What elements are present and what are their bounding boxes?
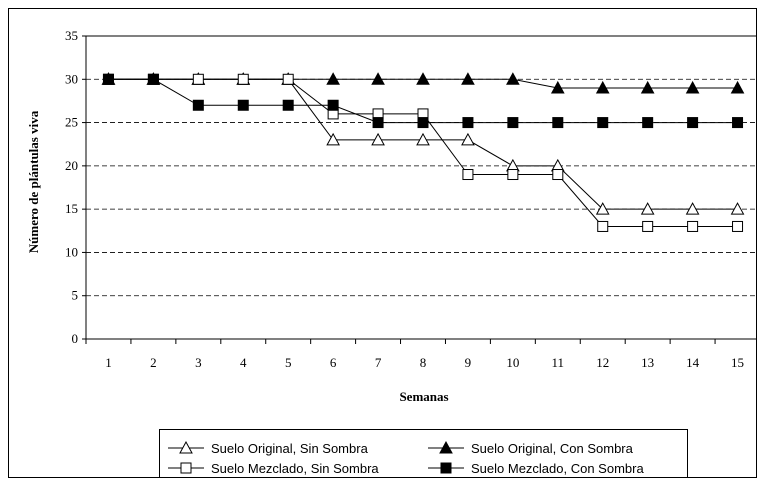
x-tick-label: 13 — [641, 355, 654, 370]
data-point-series-1 — [640, 202, 655, 215]
data-point-series-1 — [730, 202, 745, 215]
data-point-series-2 — [326, 72, 340, 85]
data-point-series-1 — [326, 132, 340, 146]
data-point-series-3 — [237, 73, 249, 85]
y-tick-label: 35 — [65, 28, 78, 43]
data-point-series-1 — [685, 202, 700, 215]
x-tick-label: 1 — [105, 355, 112, 370]
data-point-series-2 — [550, 80, 565, 94]
y-tick-label: 25 — [65, 115, 78, 130]
y-tick-label: 0 — [72, 331, 79, 346]
x-tick-label: 14 — [686, 355, 700, 370]
data-point-series-1 — [595, 202, 610, 215]
y-tick-label: 10 — [65, 244, 78, 259]
legend-label: Suelo Original, Sin Sombra — [211, 441, 369, 456]
data-point-series-1 — [371, 132, 385, 146]
data-point-series-3 — [507, 169, 519, 181]
data-point-series-4 — [282, 99, 294, 111]
y-tick-label: 5 — [72, 288, 79, 303]
legend-marker — [440, 462, 452, 474]
x-tick-label: 9 — [465, 355, 472, 370]
x-tick-label: 12 — [596, 355, 609, 370]
data-point-series-3 — [732, 220, 744, 232]
data-point-series-4 — [642, 117, 654, 129]
x-tick-label: 3 — [195, 355, 202, 370]
data-point-series-2 — [371, 72, 385, 85]
data-point-series-1 — [461, 132, 475, 146]
legend-marker — [179, 440, 193, 454]
y-tick-label: 15 — [65, 201, 78, 216]
data-point-series-4 — [417, 117, 429, 129]
data-point-series-4 — [372, 117, 384, 129]
legend-label: Suelo Mezclado, Sin Sombra — [211, 461, 379, 476]
x-tick-label: 4 — [240, 355, 247, 370]
data-point-series-4 — [327, 99, 339, 111]
legend-marker — [439, 440, 453, 454]
data-point-series-4 — [507, 117, 519, 129]
x-tick-label: 7 — [375, 355, 382, 370]
y-axis-title: Número de plántulas viva — [26, 110, 41, 253]
data-point-series-3 — [192, 73, 204, 85]
data-point-series-3 — [642, 220, 654, 232]
legend-label: Suelo Original, Con Sombra — [471, 441, 634, 456]
data-point-series-1 — [416, 132, 430, 146]
data-point-series-4 — [732, 117, 744, 129]
data-point-series-2 — [640, 80, 655, 94]
data-point-series-4 — [552, 117, 564, 129]
x-tick-label: 15 — [731, 355, 744, 370]
chart-border — [8, 8, 757, 478]
x-tick-label: 11 — [552, 355, 565, 370]
data-point-series-3 — [462, 169, 474, 181]
data-markers — [101, 72, 745, 232]
chart-frame: 0 5 10 15 20 25 30 35 1 2 3 4 5 6 7 8 9 10 11 12 13 14 15 Núme… — [8, 8, 757, 478]
data-point-series-4 — [597, 117, 609, 129]
data-point-series-4 — [102, 73, 114, 85]
y-tick-label: 30 — [65, 71, 78, 86]
x-tick-label: 2 — [150, 355, 157, 370]
data-point-series-2 — [506, 72, 520, 85]
data-point-series-3 — [552, 169, 564, 181]
x-axis-title: Semanas — [399, 389, 448, 404]
data-point-series-2 — [730, 80, 745, 94]
x-tick-label: 8 — [420, 355, 427, 370]
data-point-series-4 — [687, 117, 699, 129]
legend-marker — [180, 462, 192, 474]
data-point-series-4 — [462, 117, 474, 129]
x-tick-label: 5 — [285, 355, 292, 370]
data-point-series-4 — [192, 99, 204, 111]
legend: Suelo Original, Sin Sombra Suelo Original… — [159, 429, 688, 478]
data-point-series-2 — [416, 72, 430, 85]
data-point-series-3 — [282, 73, 294, 85]
legend-box — [159, 429, 688, 478]
data-point-series-3 — [687, 220, 699, 232]
y-tick-label: 20 — [65, 158, 78, 173]
data-point-series-4 — [237, 99, 249, 111]
data-point-series-2 — [685, 80, 700, 94]
data-point-series-2 — [461, 72, 475, 85]
data-point-series-4 — [147, 73, 159, 85]
data-point-series-3 — [597, 220, 609, 232]
x-tick-label: 10 — [506, 355, 519, 370]
data-point-series-2 — [595, 80, 610, 94]
x-tick-label: 6 — [330, 355, 337, 370]
legend-label: Suelo Mezclado, Con Sombra — [471, 461, 644, 476]
